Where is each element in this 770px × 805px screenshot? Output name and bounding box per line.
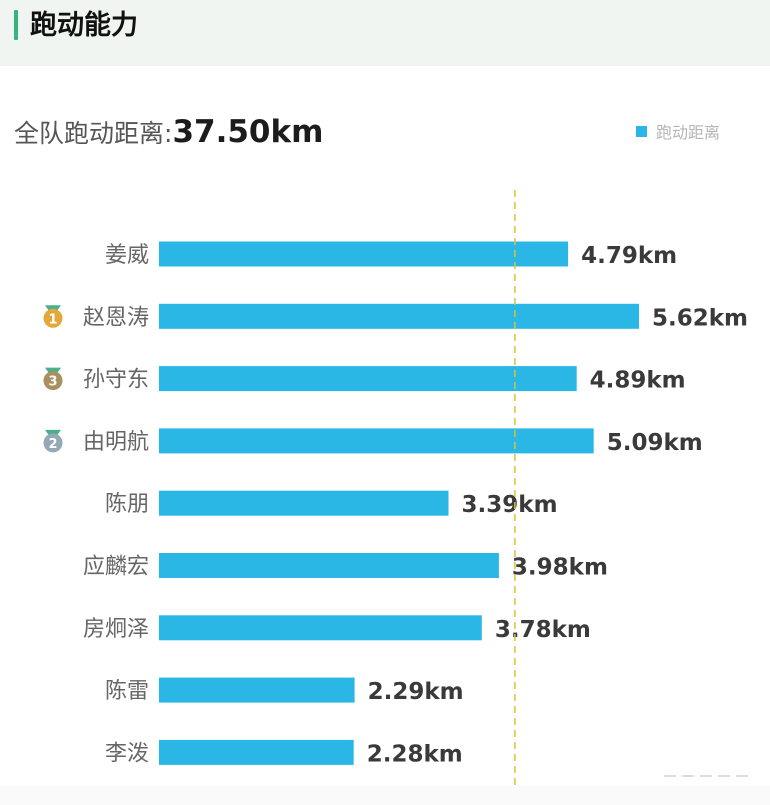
medal-icon: 3 bbox=[43, 367, 63, 391]
scroll-hint-dash bbox=[718, 775, 730, 777]
team-distance-value: 37.50km bbox=[172, 114, 324, 150]
medal-disc bbox=[43, 433, 63, 453]
data-label: 3.78km bbox=[495, 617, 591, 643]
bar bbox=[159, 615, 482, 641]
running-distance-chart: 姜威 4.79km 赵恩涛 5.62km 1 孙守东 4.89km 3 由明航 5.09km 2 陈朋… bbox=[43, 190, 748, 790]
scroll-hint-dash bbox=[682, 775, 694, 777]
category-label: 由明航 bbox=[83, 430, 149, 455]
scroll-hint-dash bbox=[664, 775, 676, 777]
chart-legend: 跑动距离 bbox=[636, 118, 720, 144]
team-distance-summary: 全队跑动距离:37.50km bbox=[14, 110, 323, 159]
medal-icon: 1 bbox=[43, 305, 63, 328]
category-label: 陈雷 bbox=[105, 679, 149, 704]
bottom-fade bbox=[0, 786, 770, 805]
bar bbox=[159, 739, 354, 765]
section-header: 跑动能力 bbox=[0, 0, 770, 66]
medal-icon: 2 bbox=[43, 429, 63, 453]
data-label: 5.09km bbox=[607, 430, 703, 456]
category-label: 赵恩涛 bbox=[83, 305, 149, 330]
scroll-hint-dash bbox=[736, 775, 748, 777]
medal-disc bbox=[43, 371, 63, 391]
legend-label: 跑动距离 bbox=[656, 123, 721, 142]
medal-rank: 1 bbox=[48, 312, 57, 327]
scroll-hint-dash bbox=[700, 775, 712, 777]
category-label: 应麟宏 bbox=[83, 555, 149, 580]
bar bbox=[159, 677, 355, 703]
bar bbox=[159, 303, 639, 329]
data-label: 5.62km bbox=[652, 305, 748, 331]
category-label: 姜威 bbox=[105, 243, 149, 268]
medal-rank: 3 bbox=[48, 375, 57, 390]
section-title: 跑动能力 bbox=[30, 10, 138, 41]
data-label: 2.29km bbox=[368, 679, 464, 705]
bar bbox=[159, 553, 499, 578]
data-label: 4.89km bbox=[590, 368, 686, 394]
team-distance-label: 全队跑动距离: bbox=[14, 119, 173, 148]
data-label: 2.28km bbox=[367, 741, 463, 767]
category-label: 房炯泽 bbox=[83, 617, 149, 642]
green-bar-icon bbox=[14, 10, 18, 40]
bar bbox=[159, 428, 594, 454]
data-label: 4.79km bbox=[581, 243, 677, 269]
medal-disc bbox=[43, 308, 63, 328]
medal-rank: 2 bbox=[48, 437, 57, 452]
bar bbox=[159, 490, 449, 516]
scroll-hint bbox=[664, 770, 748, 782]
legend-square-icon bbox=[636, 125, 647, 137]
bar bbox=[159, 366, 577, 392]
data-label: 3.39km bbox=[462, 492, 558, 518]
category-label: 陈朋 bbox=[105, 492, 149, 517]
data-label: 3.98km bbox=[512, 555, 608, 581]
category-label: 李泼 bbox=[105, 741, 149, 766]
bar bbox=[159, 241, 569, 267]
category-label: 孙守东 bbox=[83, 368, 149, 393]
